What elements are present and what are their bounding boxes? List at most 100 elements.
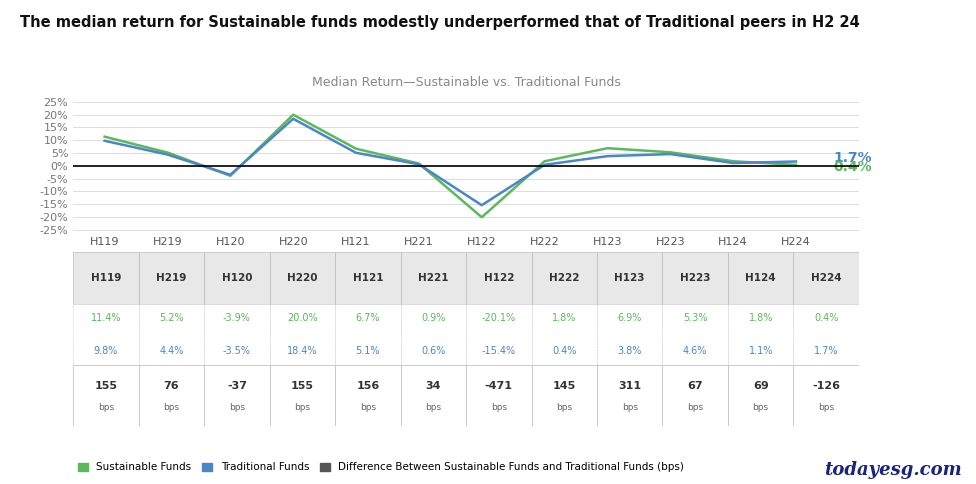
Text: 6.9%: 6.9%: [618, 313, 642, 323]
FancyBboxPatch shape: [728, 365, 793, 426]
FancyBboxPatch shape: [597, 365, 663, 426]
FancyBboxPatch shape: [269, 252, 335, 304]
FancyBboxPatch shape: [793, 304, 859, 365]
FancyBboxPatch shape: [728, 304, 793, 365]
FancyBboxPatch shape: [400, 365, 467, 426]
Text: bps: bps: [491, 403, 507, 412]
FancyBboxPatch shape: [467, 252, 532, 304]
FancyBboxPatch shape: [467, 304, 532, 365]
Text: 67: 67: [687, 381, 703, 391]
Text: H219: H219: [156, 273, 186, 283]
Text: H123: H123: [615, 273, 645, 283]
FancyBboxPatch shape: [400, 304, 467, 365]
Text: H224: H224: [811, 273, 841, 283]
FancyBboxPatch shape: [400, 252, 467, 304]
Text: 5.3%: 5.3%: [683, 313, 708, 323]
Text: 18.4%: 18.4%: [287, 346, 317, 356]
Text: 6.7%: 6.7%: [355, 313, 380, 323]
FancyBboxPatch shape: [532, 252, 597, 304]
Text: -37: -37: [226, 381, 247, 391]
Text: -20.1%: -20.1%: [482, 313, 516, 323]
Text: H220: H220: [287, 273, 317, 283]
Text: H120: H120: [222, 273, 252, 283]
FancyBboxPatch shape: [139, 304, 204, 365]
FancyBboxPatch shape: [73, 365, 139, 426]
Text: -15.4%: -15.4%: [482, 346, 516, 356]
Text: 0.9%: 0.9%: [421, 313, 445, 323]
Text: 9.8%: 9.8%: [94, 346, 118, 356]
Title: Median Return—Sustainable vs. Traditional Funds: Median Return—Sustainable vs. Traditiona…: [311, 76, 621, 89]
FancyBboxPatch shape: [204, 252, 269, 304]
Text: H124: H124: [746, 273, 776, 283]
Text: The median return for Sustainable funds modestly underperformed that of Traditio: The median return for Sustainable funds …: [20, 15, 859, 30]
Text: 34: 34: [426, 381, 441, 391]
Text: -3.5%: -3.5%: [223, 346, 251, 356]
Text: 155: 155: [291, 381, 314, 391]
FancyBboxPatch shape: [73, 304, 139, 365]
Text: 145: 145: [552, 381, 576, 391]
FancyBboxPatch shape: [335, 365, 400, 426]
Text: todayesg.com: todayesg.com: [824, 461, 961, 479]
Text: 0.4%: 0.4%: [552, 346, 577, 356]
Text: 1.7%: 1.7%: [814, 346, 838, 356]
FancyBboxPatch shape: [139, 252, 204, 304]
FancyBboxPatch shape: [597, 252, 663, 304]
Text: bps: bps: [556, 403, 572, 412]
Text: 76: 76: [164, 381, 180, 391]
Text: -3.9%: -3.9%: [223, 313, 251, 323]
FancyBboxPatch shape: [728, 252, 793, 304]
Text: bps: bps: [295, 403, 310, 412]
Text: H119: H119: [91, 273, 121, 283]
Text: bps: bps: [163, 403, 180, 412]
FancyBboxPatch shape: [663, 252, 728, 304]
Text: 4.6%: 4.6%: [683, 346, 708, 356]
Text: 1.8%: 1.8%: [749, 313, 773, 323]
Text: H221: H221: [418, 273, 449, 283]
FancyBboxPatch shape: [204, 365, 269, 426]
Text: 3.8%: 3.8%: [618, 346, 642, 356]
FancyBboxPatch shape: [269, 304, 335, 365]
FancyBboxPatch shape: [467, 365, 532, 426]
Text: bps: bps: [687, 403, 704, 412]
Text: -471: -471: [485, 381, 512, 391]
Text: bps: bps: [360, 403, 376, 412]
FancyBboxPatch shape: [335, 252, 400, 304]
Text: H223: H223: [680, 273, 711, 283]
FancyBboxPatch shape: [204, 304, 269, 365]
Text: H122: H122: [483, 273, 514, 283]
Text: 311: 311: [618, 381, 641, 391]
Text: 1.1%: 1.1%: [749, 346, 773, 356]
Text: 0.6%: 0.6%: [421, 346, 445, 356]
FancyBboxPatch shape: [335, 304, 400, 365]
Text: 5.1%: 5.1%: [355, 346, 380, 356]
Text: 156: 156: [356, 381, 380, 391]
Text: bps: bps: [228, 403, 245, 412]
FancyBboxPatch shape: [139, 365, 204, 426]
Text: bps: bps: [622, 403, 637, 412]
Text: 155: 155: [95, 381, 117, 391]
FancyBboxPatch shape: [269, 365, 335, 426]
Text: bps: bps: [818, 403, 834, 412]
FancyBboxPatch shape: [73, 252, 139, 304]
FancyBboxPatch shape: [793, 252, 859, 304]
Text: 0.4%: 0.4%: [814, 313, 838, 323]
Text: H222: H222: [549, 273, 580, 283]
Legend: Sustainable Funds, Traditional Funds, Difference Between Sustainable Funds and T: Sustainable Funds, Traditional Funds, Di…: [73, 458, 688, 476]
FancyBboxPatch shape: [793, 365, 859, 426]
Text: 69: 69: [752, 381, 768, 391]
Text: bps: bps: [98, 403, 114, 412]
Text: 0.4%: 0.4%: [834, 160, 873, 174]
Text: 11.4%: 11.4%: [91, 313, 121, 323]
Text: 1.8%: 1.8%: [552, 313, 577, 323]
Text: bps: bps: [752, 403, 769, 412]
FancyBboxPatch shape: [532, 365, 597, 426]
Text: H121: H121: [352, 273, 383, 283]
Text: -126: -126: [812, 381, 840, 391]
FancyBboxPatch shape: [663, 304, 728, 365]
FancyBboxPatch shape: [663, 365, 728, 426]
Text: 20.0%: 20.0%: [287, 313, 317, 323]
FancyBboxPatch shape: [597, 304, 663, 365]
Text: 4.4%: 4.4%: [159, 346, 183, 356]
Text: 5.2%: 5.2%: [159, 313, 183, 323]
FancyBboxPatch shape: [532, 304, 597, 365]
